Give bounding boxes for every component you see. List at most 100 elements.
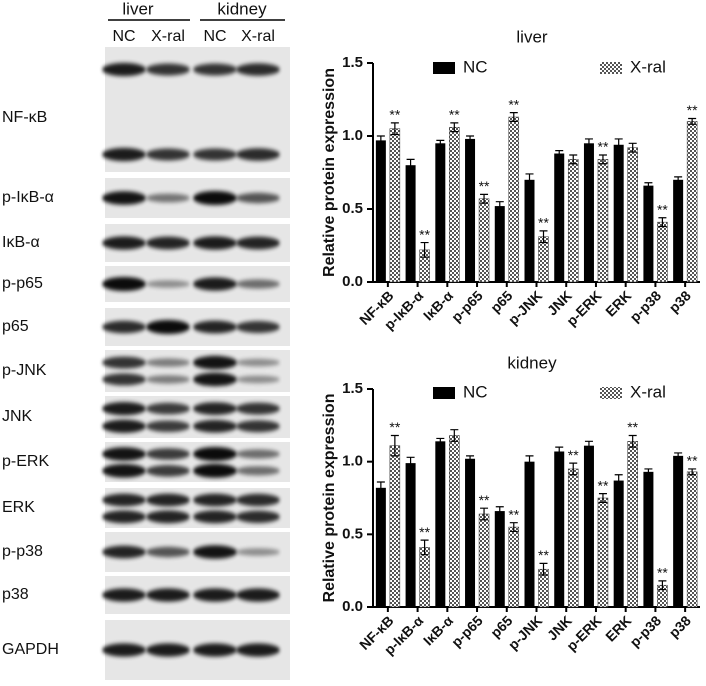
blot-band xyxy=(102,373,146,386)
blot-band xyxy=(236,63,280,76)
chart-title: liver xyxy=(516,27,548,46)
error-bar xyxy=(598,154,607,165)
significance-label: ** xyxy=(419,524,430,540)
lane-label: X-ral xyxy=(151,28,185,45)
blot-band xyxy=(193,545,237,559)
x-tick-label: p38 xyxy=(666,287,695,316)
error-bar xyxy=(466,135,475,143)
blot-band xyxy=(236,402,280,415)
error-bar xyxy=(436,437,445,445)
error-bar xyxy=(688,117,697,125)
bar xyxy=(508,116,520,283)
blot-band xyxy=(193,510,237,524)
blot-band xyxy=(102,320,146,334)
error-bar xyxy=(509,522,518,533)
blot-band xyxy=(146,358,190,367)
error-bar xyxy=(539,230,548,244)
blot-band xyxy=(193,148,237,161)
blot-band xyxy=(236,548,280,556)
legend-swatch xyxy=(600,62,622,74)
blot-band xyxy=(102,447,146,461)
row-label: p38 xyxy=(2,586,29,603)
bar xyxy=(524,179,535,282)
blot-band xyxy=(193,493,237,507)
bar xyxy=(686,121,698,283)
blot-band xyxy=(102,643,146,657)
x-tick-label: p-p38 xyxy=(626,612,664,650)
bar xyxy=(567,159,579,283)
blot-band xyxy=(193,355,237,370)
error-bar xyxy=(644,182,653,190)
significance-label: ** xyxy=(389,107,400,123)
row-label: IκB-α xyxy=(2,234,40,251)
blot-band xyxy=(102,510,146,524)
blot-band xyxy=(236,643,280,657)
bar xyxy=(449,435,460,608)
blot-band xyxy=(146,280,190,288)
error-bar xyxy=(658,217,667,228)
y-axis-label: Relative protein expression xyxy=(321,68,338,277)
error-bar xyxy=(628,142,637,153)
blot-band xyxy=(146,320,190,334)
blot-band xyxy=(102,356,146,369)
error-bar xyxy=(495,506,504,517)
error-bar xyxy=(614,474,623,487)
row-label: GAPDH xyxy=(2,641,59,658)
y-tick-label: 0.5 xyxy=(342,525,363,542)
error-bar xyxy=(495,201,504,212)
significance-label: ** xyxy=(449,107,460,123)
error-bar xyxy=(614,138,623,152)
row-label: p-p38 xyxy=(2,543,43,560)
error-bar xyxy=(525,173,534,187)
error-bar xyxy=(466,455,475,463)
bar xyxy=(583,143,594,282)
bar xyxy=(375,140,386,282)
blot-band xyxy=(146,402,190,415)
blot-band xyxy=(146,236,190,250)
x-tick-label: p-JNK xyxy=(505,612,545,652)
bar xyxy=(554,451,565,607)
blot-band xyxy=(236,279,280,289)
chart-title: kidney xyxy=(507,353,557,372)
blot-band xyxy=(236,449,280,459)
significance-label: ** xyxy=(538,547,549,563)
blot-band xyxy=(102,464,146,478)
legend-label: X-ral xyxy=(630,57,666,76)
significance-label: ** xyxy=(479,178,490,194)
y-tick-label: 0.5 xyxy=(342,200,363,217)
blot-band xyxy=(236,510,280,523)
legend-swatch xyxy=(600,387,622,399)
blot-band xyxy=(193,372,237,387)
bar xyxy=(673,179,684,282)
significance-label: ** xyxy=(687,102,698,118)
error-bar xyxy=(674,176,683,184)
error-bar xyxy=(480,507,489,521)
bar xyxy=(627,147,638,283)
significance-label: ** xyxy=(657,565,668,581)
row-label: p-p65 xyxy=(2,275,43,292)
lane-label: X-ral xyxy=(241,28,275,45)
error-bar xyxy=(555,446,564,457)
significance-label: ** xyxy=(389,419,400,435)
error-bar xyxy=(376,135,385,146)
y-tick-label: 1.5 xyxy=(342,54,363,71)
blot-band xyxy=(102,419,146,433)
blot-band xyxy=(146,493,190,507)
error-bar xyxy=(584,440,593,451)
row-label: p-IκB-α xyxy=(2,189,54,206)
bar xyxy=(686,471,698,608)
bar xyxy=(465,138,476,282)
row-label: p-ERK xyxy=(2,453,49,470)
blot-band xyxy=(102,493,146,507)
x-tick-label: IκB-α xyxy=(420,287,456,323)
blot-band xyxy=(193,191,237,205)
blot-band xyxy=(146,510,190,524)
error-bar xyxy=(525,455,534,469)
error-bar xyxy=(480,193,489,204)
significance-label: ** xyxy=(508,96,519,112)
y-tick-label: 1.0 xyxy=(342,127,363,144)
x-tick-label: p-JNK xyxy=(505,287,545,327)
bar xyxy=(419,547,430,608)
row-label: NF-κB xyxy=(2,109,47,126)
